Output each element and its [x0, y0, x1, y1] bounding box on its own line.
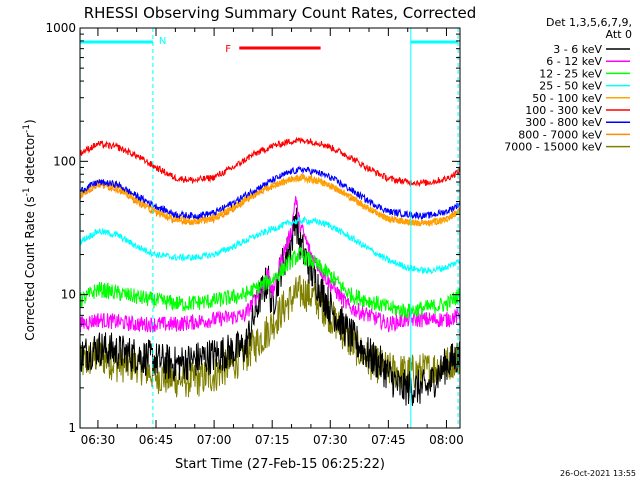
- series-group: [79, 136, 461, 406]
- x-tick-label-4: 07:30: [313, 433, 348, 447]
- axes-group: 06:30 06:45 07:00 07:15 07:30 07:45 08:00 1 10 10…: [45, 21, 463, 447]
- chart-title: RHESSI Observing Summary Count Rates, Co…: [84, 4, 477, 22]
- series-3-6-kev-line: [79, 207, 461, 406]
- legend-6-12-kev-label: 6 - 12 keV: [546, 55, 602, 68]
- y-tick-label-1: 10: [61, 288, 76, 302]
- x-tick-label-6: 08:00: [429, 433, 464, 447]
- y-axis-label-sup2: -1: [22, 124, 32, 133]
- legend-header-line2: Att 0: [606, 28, 632, 41]
- series-6-12-kev-line: [79, 195, 461, 333]
- night-label: N: [159, 36, 166, 47]
- y-axis-label-sup1: -1: [22, 187, 32, 196]
- y-tick-label-3: 1000: [45, 21, 76, 35]
- flare-label: F: [225, 44, 231, 55]
- y-tick-label-2: 100: [53, 154, 76, 168]
- footer-timestamp: 26-Oct-2021 13:55: [560, 469, 636, 478]
- y-tick-label-0: 1: [68, 421, 76, 435]
- x-tick-label-3: 07:15: [255, 433, 290, 447]
- legend-800-7000-kev-label: 800 - 7000 keV: [518, 128, 602, 141]
- y-axis-label-end: ): [23, 119, 37, 124]
- series-50-100-kev-line: [79, 174, 461, 227]
- y-axis-label-main: Corrected Count Rate (s: [23, 196, 37, 340]
- series-12-25-kev-line: [79, 246, 461, 319]
- legend-300-800-kev-label: 300 - 800 keV: [525, 116, 602, 129]
- legend-50-100-kev-label: 50 - 100 keV: [532, 92, 602, 105]
- series-100-300-kev-line: [79, 136, 461, 188]
- legend-3-6-kev-label: 3 - 6 keV: [553, 43, 602, 56]
- series-300-800-kev-line: [79, 165, 461, 221]
- y-axis-label-mid: detector: [23, 133, 37, 188]
- legend-100-300-kev-label: 100 - 300 keV: [525, 104, 602, 117]
- x-tick-label-2: 07:00: [197, 433, 232, 447]
- series-25-50-kev-line: [79, 215, 461, 275]
- y-axis-label: Corrected Count Rate (s-1 detector-1): [22, 119, 37, 340]
- legend-12-25-kev-label: 12 - 25 keV: [539, 67, 602, 80]
- legend-7000-15000-kev-label: 7000 - 15000 keV: [504, 141, 602, 154]
- x-axis-label: Start Time (27-Feb-15 06:25:22): [175, 457, 385, 472]
- x-tick-label-5: 07:45: [371, 433, 406, 447]
- plot-frame: [79, 27, 461, 429]
- legend-header-line1: Det 1,3,5,6,7,9,: [546, 16, 632, 29]
- x-tick-label-0: 06:30: [81, 433, 116, 447]
- legend-25-50-kev-label: 25 - 50 keV: [539, 80, 602, 93]
- x-tick-label-1: 06:45: [139, 433, 174, 447]
